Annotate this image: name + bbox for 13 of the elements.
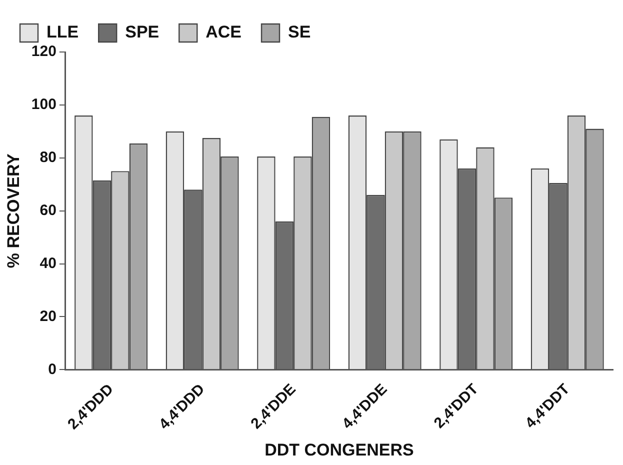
y-tick-label: 100 — [31, 96, 56, 114]
y-tick-label: 60 — [40, 202, 56, 219]
y-tick-label: 20 — [40, 308, 56, 325]
legend-label: ACE — [206, 22, 242, 42]
y-axis-title: % RECOVERY — [4, 152, 23, 268]
legend-label: SE — [288, 22, 311, 42]
y-tick-label: 40 — [40, 254, 56, 272]
y-tick-label: 120 — [31, 43, 56, 60]
y-tick-label: 0 — [48, 360, 56, 378]
x-axis-title: DDT CONGENERS — [264, 440, 414, 460]
legend-label: LLE — [46, 22, 79, 42]
legend-label: SPE — [125, 22, 160, 42]
y-tick-label: 80 — [40, 149, 56, 166]
